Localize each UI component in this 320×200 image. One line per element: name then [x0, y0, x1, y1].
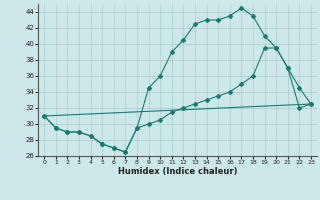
X-axis label: Humidex (Indice chaleur): Humidex (Indice chaleur): [118, 167, 237, 176]
